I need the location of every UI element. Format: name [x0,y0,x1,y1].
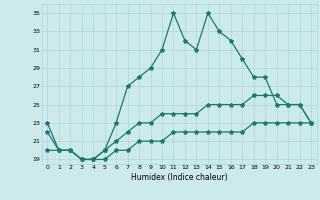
X-axis label: Humidex (Indice chaleur): Humidex (Indice chaleur) [131,173,228,182]
